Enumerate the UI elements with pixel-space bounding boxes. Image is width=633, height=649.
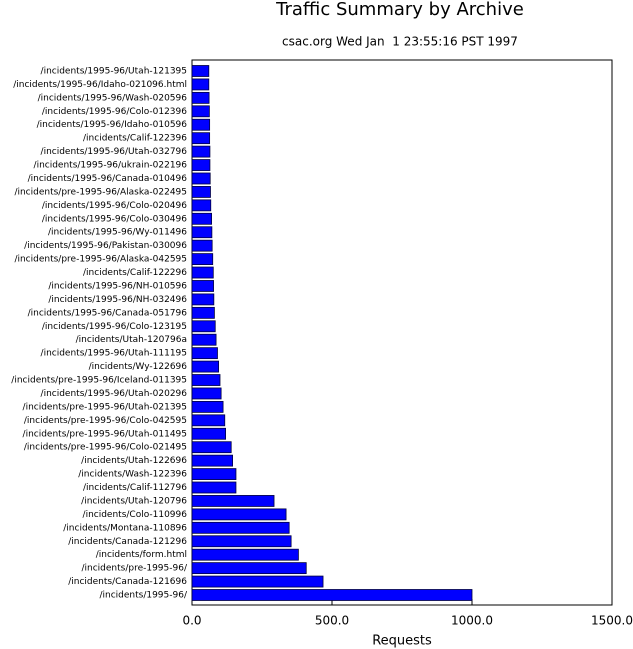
- y-tick-label: /incidents/pre-1995-96/Utah-021395: [23, 402, 187, 412]
- bar: [191, 186, 211, 198]
- bar: [191, 400, 224, 413]
- y-tick-label: /incidents/Calif-122396: [83, 134, 187, 144]
- bar: [191, 374, 221, 386]
- bar: [191, 548, 299, 561]
- bar: [191, 347, 218, 360]
- y-tick-label: /incidents/pre-1995-96/Colo-021495: [24, 443, 187, 453]
- bar: [191, 414, 226, 427]
- bar: [191, 521, 290, 534]
- plot-frame: [191, 59, 613, 606]
- y-tick-label: /incidents/pre-1995-96/: [81, 564, 187, 574]
- y-tick-label: /incidents/1995-96/Colo-123195: [42, 322, 187, 332]
- bar: [191, 481, 237, 494]
- y-tick-label: /incidents/pre-1995-96/Iceland-011395: [11, 376, 187, 386]
- y-tick-label: /incidents/1995-96/Utah-111195: [41, 349, 187, 359]
- y-tick-label: /incidents/pre-1995-96/Colo-042595: [24, 416, 187, 426]
- bar: [191, 535, 292, 548]
- bar: [191, 508, 287, 521]
- bar: [191, 145, 211, 158]
- y-tick-label: /incidents/Canada-121696: [68, 577, 187, 587]
- y-tick-label: /incidents/Montana-110896: [63, 523, 187, 533]
- y-tick-label: /incidents/1995-96/Wy-011496: [48, 228, 187, 238]
- y-tick-label: /incidents/Wy-122696: [89, 362, 188, 372]
- bar: [191, 253, 214, 266]
- y-tick-label: /incidents/Utah-120796a: [76, 335, 187, 345]
- y-tick-label: /incidents/pre-1995-96/Alaska-022495: [14, 187, 187, 197]
- bar: [191, 159, 211, 171]
- y-tick-label: /incidents/1995-96/Colo-012396: [42, 107, 187, 117]
- y-tick-label: /incidents/Wash-122396: [78, 470, 187, 480]
- chart-title: Traffic Summary by Archive: [275, 0, 524, 20]
- y-tick-label: /incidents/pre-1995-96/Alaska-042595: [14, 255, 187, 265]
- y-tick-label: /incidents/pre-1995-96/Utah-011495: [23, 429, 187, 439]
- y-tick-label: /incidents/Colo-110996: [83, 510, 188, 520]
- bar: [191, 91, 210, 104]
- bar: [191, 360, 220, 373]
- y-tick-label: /incidents/form.html: [96, 550, 187, 560]
- bar: [191, 387, 222, 400]
- bar: [191, 266, 214, 279]
- x-tick-label: 0.0: [182, 614, 201, 628]
- bar: [191, 589, 473, 601]
- y-tick-label: /incidents/1995-96/Utah-032796: [41, 147, 188, 157]
- y-tick-label: /incidents/1995-96/Colo-020496: [42, 201, 187, 211]
- y-tick-label: /incidents/1995-96/Utah-020296: [41, 389, 188, 399]
- bar: [191, 65, 210, 77]
- bar: [191, 212, 213, 225]
- y-tick-label: /incidents/1995-96/Canada-010496: [28, 174, 188, 184]
- bar: [191, 280, 214, 292]
- bar: [191, 226, 213, 239]
- y-tick-label: /incidents/1995-96/: [99, 591, 187, 601]
- y-tick-label: /incidents/Canada-121296: [68, 537, 187, 547]
- y-tick-label: /incidents/1995-96/Colo-030496: [42, 214, 187, 224]
- bar: [191, 562, 307, 575]
- y-tick-label: /incidents/1995-96/NH-032496: [48, 295, 187, 305]
- y-tick-label: /incidents/1995-96/Pakistan-030096: [24, 241, 187, 251]
- y-tick-label: /incidents/1995-96/Utah-121395: [41, 67, 187, 77]
- bar: [191, 495, 275, 507]
- x-tick-label: 1500.0: [591, 614, 633, 628]
- y-tick-label: /incidents/1995-96/Wash-020596: [38, 93, 188, 103]
- bar: [191, 199, 212, 212]
- bar: [191, 333, 217, 346]
- y-tick-label: /incidents/1995-96/ukrain-022196: [34, 161, 188, 171]
- y-tick-label: /incidents/1995-96/Idaho-010596: [37, 120, 188, 130]
- x-tick-label: 500.0: [315, 614, 349, 628]
- bar: [191, 239, 213, 252]
- bar: [191, 293, 215, 306]
- bar: [191, 468, 237, 480]
- chart-subtitle: csac.org Wed Jan 1 23:55:16 PST 1997: [282, 35, 518, 49]
- bar: [191, 441, 232, 454]
- x-tick-label: 1000.0: [451, 614, 493, 628]
- bar: [191, 427, 226, 440]
- y-tick-label: /incidents/1995-96/NH-010596: [48, 281, 187, 291]
- x-axis-label: Requests: [372, 634, 432, 649]
- bar: [191, 454, 233, 467]
- y-tick-label: /incidents/Calif-112796: [83, 483, 187, 493]
- y-tick-label: /incidents/1995-96/Idaho-021096.html: [13, 80, 187, 90]
- bar: [191, 78, 210, 91]
- bar: [191, 320, 216, 333]
- bar: [191, 575, 324, 588]
- y-tick-label: /incidents/1995-96/Canada-051796: [28, 308, 188, 318]
- bar: [191, 132, 211, 145]
- bar: [191, 172, 211, 185]
- bar: [191, 105, 210, 118]
- y-tick-label: /incidents/Calif-122296: [83, 268, 187, 278]
- y-tick-label: /incidents/Utah-120796: [81, 496, 187, 506]
- y-tick-label: /incidents/Utah-122696: [81, 456, 187, 466]
- bar: [191, 306, 215, 319]
- bar: [191, 118, 211, 131]
